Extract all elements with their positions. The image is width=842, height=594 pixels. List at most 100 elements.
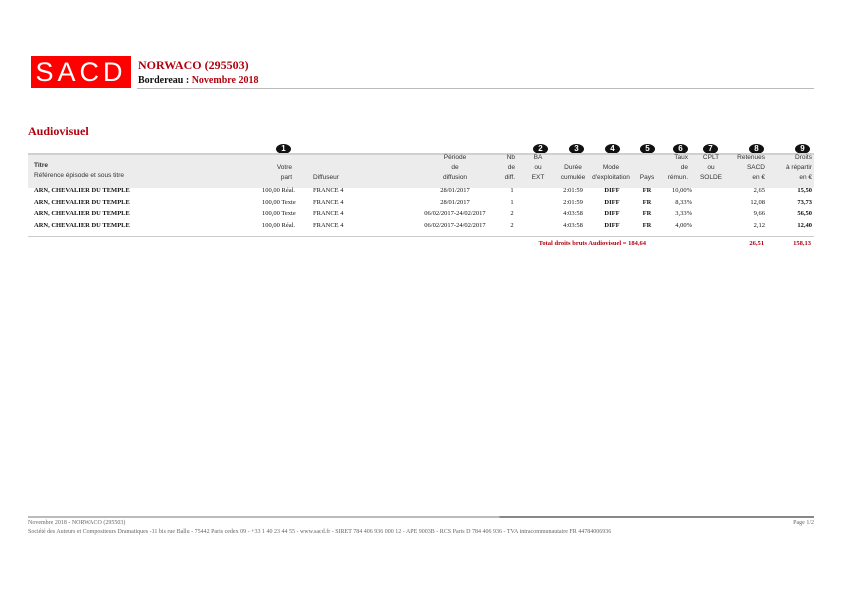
- cell-periode: 28/01/2017: [440, 187, 470, 194]
- cell-droits: 15,50: [797, 187, 812, 194]
- cell-periode: 28/01/2017: [440, 198, 470, 206]
- header-cplt: CPLT: [702, 154, 720, 161]
- cell-diffuseur: FRANCE 4: [313, 221, 344, 229]
- column-badge-5: 5: [640, 144, 655, 154]
- footer-line1: Novembre 2018 - NORWACO (295503): [28, 520, 126, 526]
- header-duree: Durée: [564, 164, 582, 171]
- cell-nb: 1: [510, 198, 514, 206]
- cell-droits: 56,50: [797, 210, 812, 217]
- column-badge-1: 1: [276, 144, 291, 154]
- cell-periode: 06/02/2017-24/02/2017: [424, 210, 486, 217]
- column-badge-2: 2: [533, 144, 548, 154]
- header-droits: à répartir: [785, 164, 812, 171]
- cell-part: 100,00 Réal.: [262, 187, 296, 194]
- header-taux: de: [680, 164, 688, 171]
- page-number: Page 1/2: [793, 520, 814, 526]
- header-pays: Pays: [639, 174, 655, 181]
- header-periode: diffusion: [442, 174, 468, 181]
- bordereau-label: Bordereau :: [138, 75, 190, 86]
- cell-titre: ARN, CHEVALIER DU TEMPLE: [34, 221, 130, 229]
- cell-duree: 4:03:58: [563, 221, 583, 229]
- cell-diffuseur: FRANCE 4: [313, 198, 344, 206]
- cell-titre: ARN, CHEVALIER DU TEMPLE: [34, 210, 130, 217]
- cell-diffuseur: FRANCE 4: [313, 187, 344, 194]
- header-mode: d'exploitation: [592, 174, 630, 181]
- cell-retenues: 2,12: [753, 221, 765, 229]
- cell-part: 100,00 Texte: [262, 198, 296, 206]
- header-duree: cumulée: [560, 174, 586, 181]
- cell-taux: 8,33%: [675, 198, 692, 206]
- header-retenues: SACD: [746, 164, 765, 171]
- bordereau: Bordereau : Novembre 2018: [138, 75, 258, 86]
- cell-taux: 3,33%: [675, 210, 692, 217]
- cell-titre: ARN, CHEVALIER DU TEMPLE: [34, 187, 130, 194]
- column-badge-6: 6: [673, 144, 688, 154]
- header-diffuseur: Diffuseur: [313, 174, 339, 181]
- cell-part: 100,00 Réal.: [262, 221, 296, 229]
- header-titre: Titre: [34, 162, 48, 169]
- header-ba: ou: [534, 164, 542, 171]
- cell-nb: 2: [510, 210, 514, 217]
- header-periode: Période: [443, 154, 467, 161]
- header-divider: [137, 88, 814, 89]
- cell-pays: FR: [642, 198, 652, 206]
- cell-duree: 2:01:59: [563, 187, 583, 194]
- table-divider: [28, 236, 814, 237]
- total-retenues: 26,51: [749, 240, 764, 247]
- cell-taux: 10,00%: [671, 187, 692, 194]
- cell-diffuseur: FRANCE 4: [313, 210, 344, 217]
- header-droits: en €: [799, 174, 812, 181]
- cell-mode: DIFF: [604, 221, 620, 229]
- header-votre: Votre: [276, 164, 292, 171]
- column-badge-8: 8: [749, 144, 764, 154]
- header-retenues: Retenues: [737, 154, 765, 161]
- column-badge-9: 9: [795, 144, 810, 154]
- header-cplt: ou: [707, 164, 715, 171]
- header-periode: de: [451, 164, 459, 171]
- cell-periode: 06/02/2017-24/02/2017: [424, 221, 486, 229]
- column-badge-4: 4: [605, 144, 620, 154]
- header-part: part: [280, 174, 292, 181]
- header-reference: Référence épisode et sous titre: [34, 172, 124, 179]
- total-label: Total droits bruts Audiovisuel = 184,64: [538, 240, 646, 247]
- page-title: NORWACO (295503): [138, 58, 249, 72]
- bordereau-value: Novembre 2018: [191, 75, 259, 86]
- section-title: Audiovisuel: [28, 124, 89, 138]
- cell-retenues: 9,66: [753, 210, 765, 217]
- header-cplt: SOLDE: [699, 174, 723, 181]
- cell-pays: FR: [642, 187, 652, 194]
- table-header: [28, 153, 814, 188]
- cell-duree: 2:01:59: [563, 198, 583, 206]
- footer-divider: [28, 516, 814, 518]
- cell-droits: 12,40: [797, 221, 812, 229]
- cell-pays: FR: [642, 210, 652, 217]
- cell-mode: DIFF: [604, 210, 620, 217]
- footer-line2: Société des Auteurs et Compositeurs Dram…: [28, 529, 612, 535]
- header-nb: de: [507, 164, 515, 171]
- header-ba: BA: [533, 154, 543, 161]
- header-taux: Taux: [674, 154, 688, 161]
- cell-duree: 4:03:58: [563, 210, 583, 217]
- cell-mode: DIFF: [604, 198, 620, 206]
- header-mode: Mode: [602, 164, 620, 171]
- column-badge-3: 3: [569, 144, 584, 154]
- cell-droits: 73,73: [797, 198, 812, 206]
- column-badge-7: 7: [703, 144, 718, 154]
- total-droits: 158,13: [793, 240, 811, 247]
- header-retenues: en €: [752, 174, 765, 181]
- cell-mode: DIFF: [604, 187, 620, 194]
- header-nb: Nb: [506, 154, 515, 161]
- header-nb: diff.: [504, 174, 515, 181]
- cell-nb: 1: [510, 187, 514, 194]
- sacd-logo: SACD: [31, 56, 131, 88]
- cell-retenues: 12,08: [750, 198, 765, 206]
- cell-part: 100,00 Texte: [262, 210, 296, 217]
- header-taux: rémun.: [667, 174, 688, 181]
- header-droits: Droits: [795, 154, 812, 161]
- cell-nb: 2: [510, 221, 514, 229]
- cell-taux: 4,00%: [675, 221, 692, 229]
- cell-retenues: 2,65: [753, 187, 765, 194]
- header-ba: EXT: [531, 174, 545, 181]
- cell-pays: FR: [642, 221, 652, 229]
- cell-titre: ARN, CHEVALIER DU TEMPLE: [34, 198, 130, 206]
